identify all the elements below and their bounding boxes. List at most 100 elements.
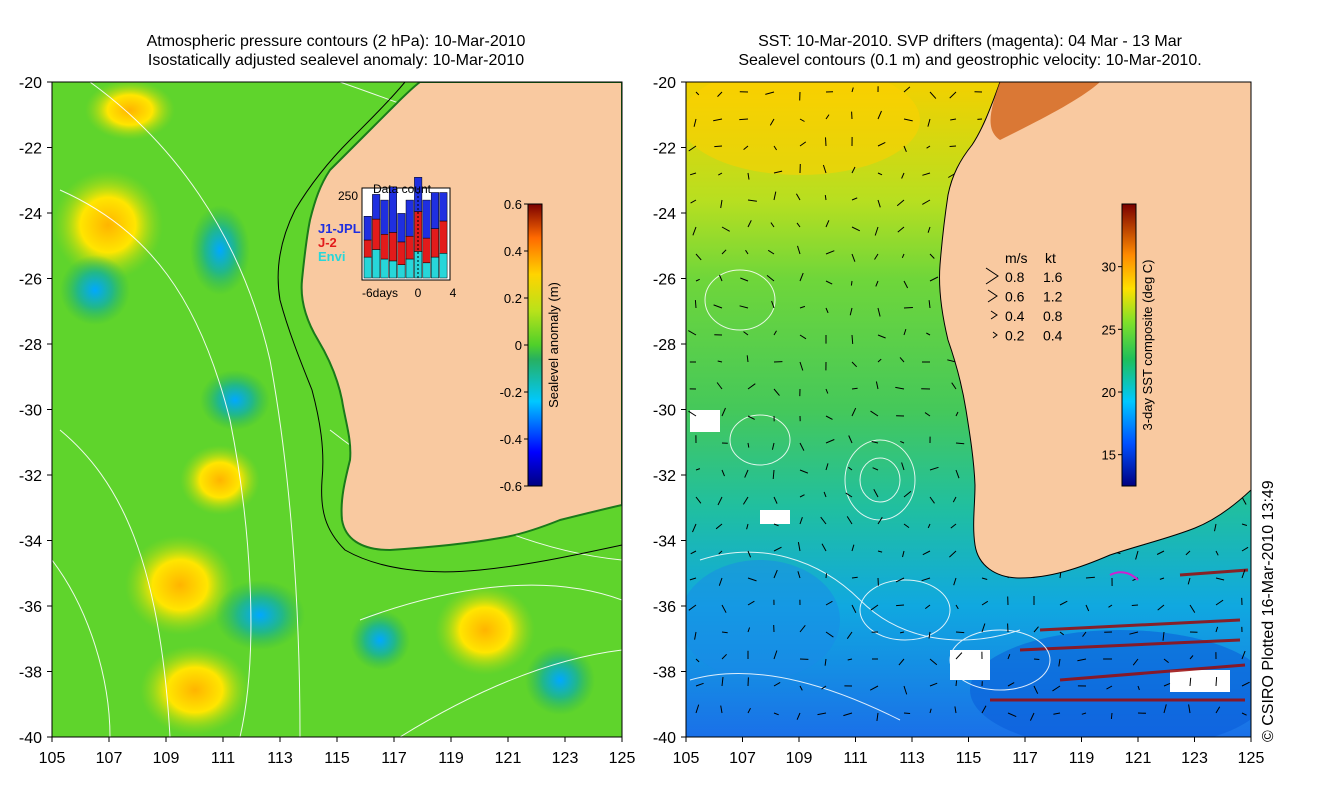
velocity-arrow bbox=[769, 118, 775, 126]
speed-arrow-0-2 bbox=[992, 331, 998, 339]
velocity-arrow bbox=[952, 496, 957, 503]
speed-legend-ms: 0.6 bbox=[1005, 289, 1025, 305]
velocity-arrow bbox=[873, 489, 879, 498]
velocity-arrow bbox=[1007, 654, 1011, 660]
velocity-arrow bbox=[721, 226, 730, 232]
velocity-arrow bbox=[799, 141, 807, 147]
velocity-arrow bbox=[929, 682, 938, 687]
inset-legend-envi: Envi bbox=[318, 249, 345, 264]
sla-colorbar-tick-label: 0.6 bbox=[504, 197, 522, 212]
velocity-arrow bbox=[799, 118, 805, 122]
velocity-arrow bbox=[870, 604, 879, 611]
velocity-arrow bbox=[1077, 658, 1087, 662]
inset-bar bbox=[439, 220, 448, 254]
left-lon-tick-label: 107 bbox=[96, 750, 123, 767]
velocity-arrow bbox=[692, 226, 697, 236]
velocity-arrow bbox=[773, 191, 777, 201]
velocity-arrow bbox=[1189, 655, 1194, 660]
velocity-arrow bbox=[922, 172, 931, 176]
velocity-arrow bbox=[821, 543, 827, 552]
velocity-arrow bbox=[921, 577, 931, 582]
velocity-arrow bbox=[1110, 712, 1113, 720]
velocity-arrow bbox=[715, 523, 723, 530]
velocity-arrow bbox=[773, 681, 781, 687]
sealevel-contours bbox=[689, 269, 1051, 721]
velocity-arrow bbox=[1189, 677, 1192, 687]
velocity-arrow bbox=[877, 172, 883, 176]
velocity-arrow bbox=[950, 118, 957, 121]
velocity-arrow bbox=[716, 382, 723, 390]
velocity-arrow bbox=[714, 145, 723, 148]
velocity-arrow bbox=[1007, 712, 1017, 718]
speed-legend-kt: 0.8 bbox=[1043, 308, 1063, 324]
velocity-arrow bbox=[747, 442, 750, 448]
sst-colorbar-tick-label: 25 bbox=[1102, 322, 1116, 337]
sst-warm-patch bbox=[686, 82, 920, 175]
velocity-arrow bbox=[950, 523, 957, 529]
velocity-arrow bbox=[1131, 604, 1139, 606]
velocity-arrow bbox=[1058, 658, 1061, 667]
velocity-arrow bbox=[1215, 676, 1218, 687]
velocity-arrow bbox=[929, 658, 938, 666]
velocity-arrow bbox=[746, 355, 749, 363]
velocity-arrow bbox=[871, 441, 879, 444]
right-lon-tick-label: 123 bbox=[1181, 750, 1208, 767]
velocity-arrow bbox=[927, 226, 931, 233]
speed-legend-header-kt: kt bbox=[1045, 250, 1056, 266]
velocity-arrow bbox=[695, 682, 704, 687]
sla-colorbar-tick-label: 0.4 bbox=[504, 244, 522, 259]
velocity-arrow bbox=[1033, 658, 1040, 660]
right-lat-tick-label: -36 bbox=[653, 599, 676, 616]
velocity-arrow bbox=[1188, 704, 1191, 714]
velocity-arrow bbox=[739, 118, 749, 121]
velocity-arrow bbox=[825, 388, 829, 394]
velocity-arrow bbox=[1007, 682, 1015, 687]
velocity-arrow bbox=[1085, 576, 1095, 579]
velocity-arrow bbox=[822, 164, 827, 174]
velocity-arrow bbox=[928, 300, 931, 309]
velocity-arrow bbox=[869, 685, 879, 691]
velocity-arrow bbox=[851, 604, 857, 614]
velocity-arrow bbox=[850, 280, 853, 286]
speed-arrow-0-6 bbox=[987, 289, 998, 303]
velocity-arrow bbox=[903, 523, 910, 529]
velocity-arrow bbox=[951, 382, 957, 390]
right-lat-tick-label: -28 bbox=[653, 337, 676, 354]
sla-high-blob bbox=[140, 645, 250, 735]
velocity-arrow bbox=[766, 275, 775, 282]
velocity-arrow bbox=[877, 334, 886, 339]
velocity-arrow bbox=[851, 334, 854, 344]
sst-colorbar-tick-label: 30 bbox=[1102, 260, 1116, 275]
velocity-arrow bbox=[694, 631, 697, 640]
inset-xtick-label: -6days bbox=[362, 286, 398, 300]
velocity-arrow bbox=[773, 650, 778, 660]
velocity-arrow bbox=[1163, 682, 1171, 687]
velocity-arrow bbox=[799, 442, 805, 451]
sst-cool-patch bbox=[686, 560, 840, 680]
velocity-arrow bbox=[689, 172, 697, 176]
australia-landmass bbox=[300, 82, 622, 552]
velocity-arrow bbox=[773, 145, 778, 151]
velocity-arrow bbox=[1156, 550, 1165, 555]
inset-bar bbox=[363, 239, 372, 258]
right-lon-tick-label: 125 bbox=[1238, 750, 1265, 767]
velocity-arrow bbox=[747, 383, 756, 390]
velocity-arrow bbox=[1215, 706, 1221, 714]
velocity-arrow bbox=[1215, 550, 1219, 556]
velocity-arrow bbox=[1085, 604, 1090, 612]
velocity-arrow bbox=[720, 199, 723, 209]
velocity-arrow bbox=[1241, 569, 1246, 579]
sla-low-blob bbox=[200, 370, 270, 430]
inset-bar bbox=[405, 199, 414, 237]
sla-low-blob bbox=[215, 580, 305, 650]
velocity-arrow bbox=[895, 577, 905, 583]
velocity-arrow bbox=[847, 658, 853, 661]
velocity-arrow bbox=[1215, 626, 1219, 633]
sst-colorbar-tick-label: 20 bbox=[1102, 385, 1116, 400]
velocity-arrow bbox=[851, 544, 855, 552]
velocity-arrow bbox=[1215, 599, 1224, 606]
velocity-arrow bbox=[799, 361, 804, 371]
velocity-arrow bbox=[1214, 523, 1217, 532]
sla-low-blob bbox=[350, 610, 410, 670]
velocity-arrow bbox=[747, 220, 752, 228]
